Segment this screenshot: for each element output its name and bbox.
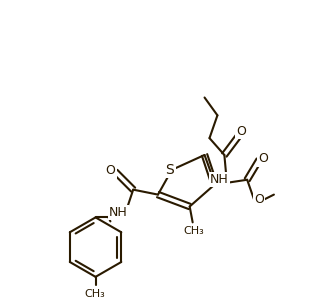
- Text: O: O: [258, 152, 268, 165]
- Text: S: S: [165, 163, 174, 177]
- Text: O: O: [236, 125, 246, 138]
- Text: NH: NH: [109, 206, 128, 219]
- Text: CH₃: CH₃: [183, 226, 204, 236]
- Text: O: O: [105, 164, 115, 177]
- Text: NH: NH: [210, 173, 229, 186]
- Text: CH₃: CH₃: [84, 289, 105, 299]
- Text: O: O: [254, 193, 264, 206]
